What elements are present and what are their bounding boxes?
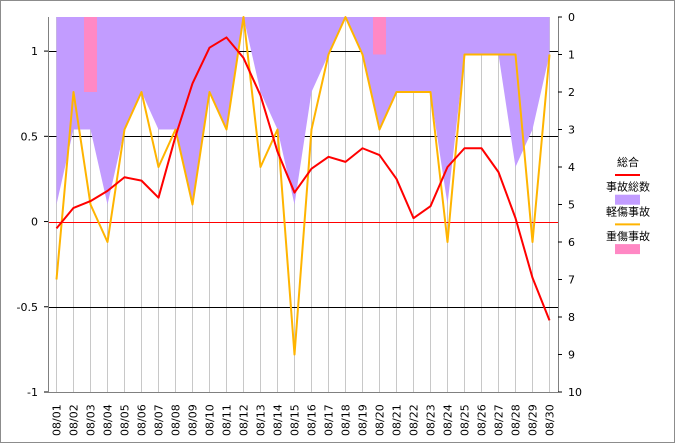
x-tick-label: 08/09 xyxy=(187,404,200,436)
y-tick-label-right: 1 xyxy=(568,49,575,62)
y-tick-label-right: 10 xyxy=(568,386,582,399)
x-tick-label: 08/26 xyxy=(476,404,489,436)
x-tick-label: 08/05 xyxy=(119,404,132,436)
y-tick-label-right: 4 xyxy=(568,161,575,174)
y-tick-label-right: 7 xyxy=(568,274,575,287)
y-tick-label-left: -0.5 xyxy=(17,301,38,314)
x-tick-label: 08/07 xyxy=(153,404,166,436)
x-tick-label: 08/03 xyxy=(85,404,98,436)
x-tick-label: 08/20 xyxy=(374,404,387,436)
y-tick-label-right: 2 xyxy=(568,86,575,99)
x-tick-label: 08/16 xyxy=(306,404,319,436)
x-tick-label: 08/22 xyxy=(408,404,421,436)
y-tick-label-left: 1 xyxy=(31,45,38,58)
y-tick-label-right: 5 xyxy=(568,199,575,212)
legend-label: 軽傷事故 xyxy=(606,204,650,218)
legend-label: 重傷事故 xyxy=(606,229,650,243)
axes-layer: 1 0.5 0 -0.5 -1 0 1 2 3 4 5 6 7 8 9 10 08/01 08/02 08/03 08… xyxy=(17,11,582,436)
line-series-3 xyxy=(55,16,551,356)
x-tick-label: 08/12 xyxy=(238,404,251,436)
x-tick-label: 08/15 xyxy=(289,404,302,436)
x-tick-label: 08/19 xyxy=(357,404,370,436)
x-tick-label: 08/29 xyxy=(527,404,540,436)
line-series-1 xyxy=(55,36,551,321)
x-tick-label: 08/01 xyxy=(51,404,64,436)
x-tick-label: 08/27 xyxy=(493,404,506,436)
x-tick-label: 08/28 xyxy=(510,404,523,436)
legend-swatch-box xyxy=(615,194,640,205)
x-tick-label: 08/10 xyxy=(204,404,217,436)
x-tick-label: 08/14 xyxy=(272,404,285,436)
x-tick-label: 08/11 xyxy=(221,404,234,436)
y-tick-label-right: 0 xyxy=(568,11,575,24)
x-tick-label: 08/17 xyxy=(323,404,336,436)
x-tick-label: 08/24 xyxy=(442,404,455,436)
legend-label: 総合 xyxy=(617,155,639,169)
x-tick-label: 08/13 xyxy=(255,404,268,436)
y-tick-label-left: -1 xyxy=(27,386,38,399)
x-tick-label: 08/18 xyxy=(340,404,353,436)
x-tick-label: 08/25 xyxy=(459,404,472,436)
y-tick-label-left: 0 xyxy=(31,216,38,229)
y-tick-label-right: 8 xyxy=(568,311,575,324)
x-tick-label: 08/02 xyxy=(68,404,81,436)
x-tick-label: 08/21 xyxy=(391,404,404,436)
series-layer xyxy=(55,16,551,356)
x-tick-label: 08/30 xyxy=(544,404,557,436)
y-tick-label-left: 0.5 xyxy=(21,130,39,143)
y-tick-label-right: 3 xyxy=(568,124,575,137)
bar-mark xyxy=(84,17,97,92)
y-tick-label-right: 6 xyxy=(568,236,575,249)
bar-mark xyxy=(373,17,386,55)
legend-swatch-box xyxy=(615,244,640,255)
x-tick-label: 08/23 xyxy=(425,404,438,436)
x-tick-label: 08/06 xyxy=(136,404,149,436)
y-tick-label-right: 9 xyxy=(568,349,575,362)
area-series-2 xyxy=(56,17,550,205)
legend-label: 事故総数 xyxy=(606,180,650,194)
x-tick-label: 08/08 xyxy=(170,404,183,436)
x-tick-label: 08/04 xyxy=(102,404,115,436)
